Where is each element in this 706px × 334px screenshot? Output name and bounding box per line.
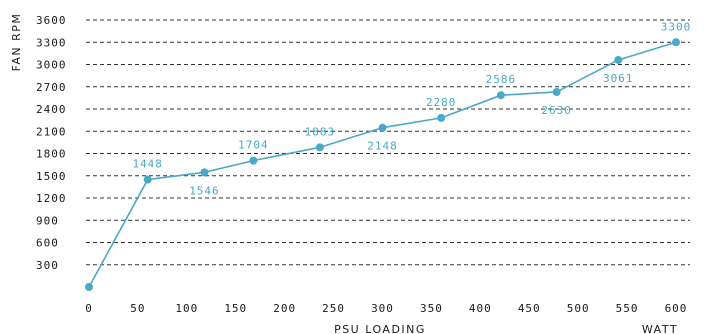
y-tick-label: 3600 [36,14,67,27]
y-tick-label: 300 [36,259,59,272]
data-label: 1546 [189,184,220,197]
y-axis-label: FAN RPM [10,13,23,72]
data-point [672,38,680,47]
x-tick-label: 550 [616,302,639,315]
x-tick-label: 400 [469,302,492,315]
x-tick-label: 100 [175,302,198,315]
data-label: 2586 [486,73,517,86]
y-tick-label: 600 [36,237,59,250]
data-label: 3300 [661,20,692,33]
y-tick-label: 2400 [36,103,67,116]
data-point [614,55,623,64]
series-polyline [88,41,677,288]
y-tick-label: 3000 [36,59,67,72]
data-label: 1448 [132,158,163,171]
data-label: 2148 [367,140,398,153]
gridlines [86,19,690,266]
data-label: 2280 [426,96,457,109]
data-point [200,168,209,177]
x-tick-label: 50 [130,302,145,315]
y-tick-label: 3300 [36,36,67,49]
x-tick-label: 200 [273,302,296,315]
y-tick-label: 2100 [36,125,67,138]
y-tick-label: 1200 [36,192,67,205]
x-tick-label: 300 [371,302,394,315]
x-tick-label: 450 [518,302,541,315]
x-tick-labels: 0 50 100 150 200 250 300 350 400 450 500 550 600 [85,302,688,315]
y-tick-label: 1800 [36,148,67,161]
x-tick-label: 350 [420,302,443,315]
data-point [249,156,258,165]
data-point [552,87,561,96]
data-label: 1883 [305,125,336,138]
x-tick-label: 0 [85,302,93,315]
x-tick-label: 150 [224,302,247,315]
data-labels: 1448 1546 1704 1883 2148 2280 2586 2630 3061 3300 [132,20,692,197]
data-point [315,143,324,152]
y-tick-label: 2700 [36,81,67,94]
x-axis-unit: WATT [642,323,678,334]
data-point [85,283,93,291]
data-point [378,123,387,132]
series-line [88,41,677,288]
x-tick-label: 600 [665,302,688,315]
data-point [143,175,152,184]
data-point [496,91,505,100]
y-tick-label: 900 [36,214,59,227]
data-label: 1704 [238,139,269,152]
y-tick-label: 1500 [36,170,67,183]
y-tick-labels: 300 600 900 1200 1500 1800 2100 2400 2700 3000 330… [36,14,67,272]
data-label: 2630 [541,104,572,117]
data-label: 3061 [603,72,634,85]
data-point [437,113,446,122]
x-tick-label: 250 [322,302,345,315]
x-tick-label: 500 [567,302,590,315]
x-axis-label: PSU LOADING [334,323,426,334]
data-points [85,38,680,291]
